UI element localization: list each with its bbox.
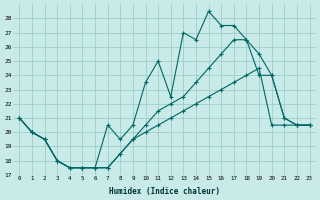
X-axis label: Humidex (Indice chaleur): Humidex (Indice chaleur) — [109, 187, 220, 196]
